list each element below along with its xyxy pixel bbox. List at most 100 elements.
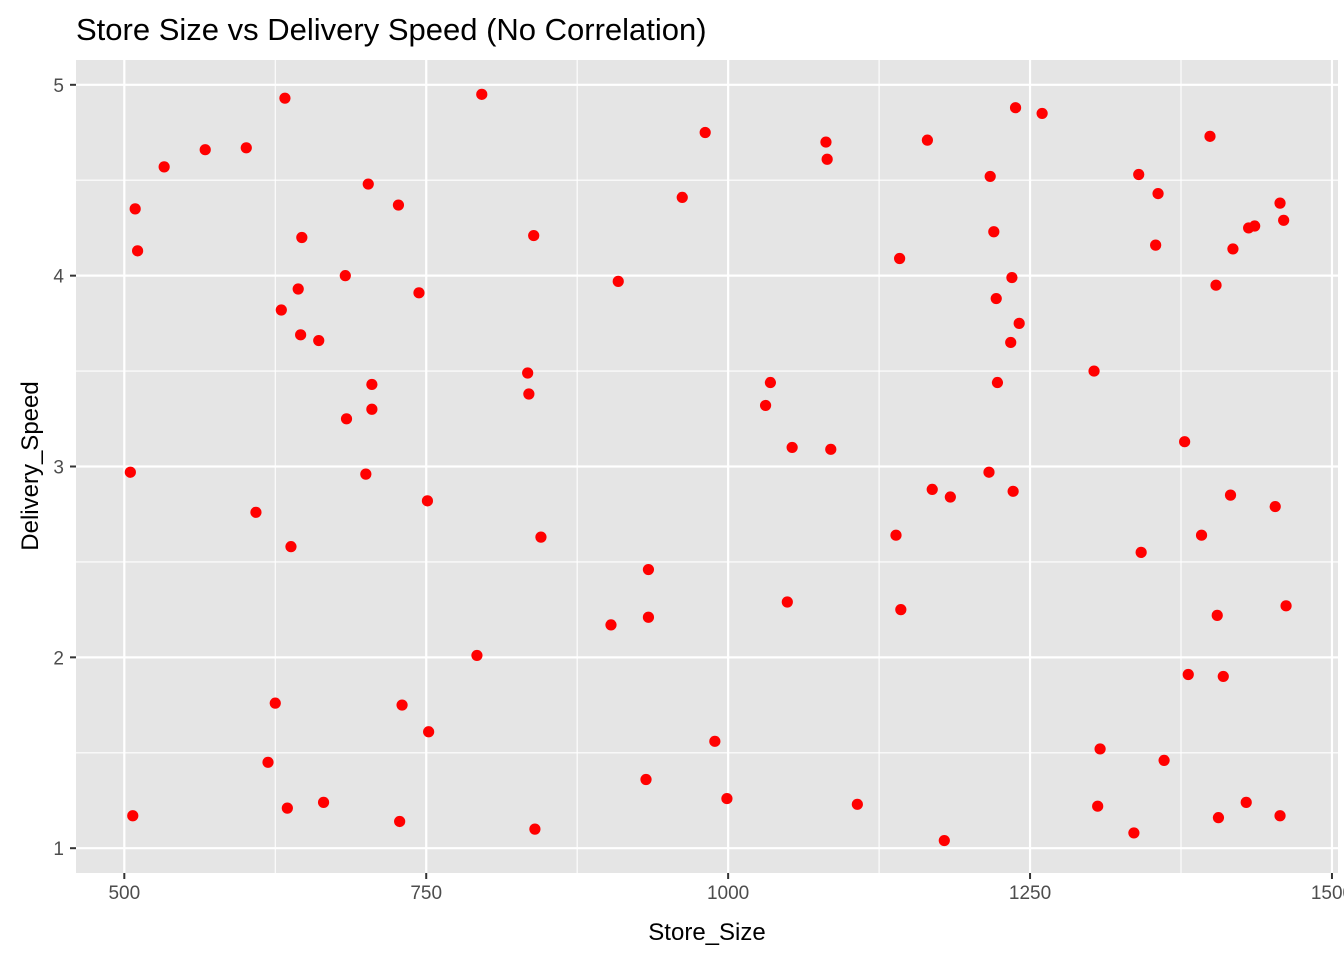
data-point xyxy=(1249,220,1261,232)
data-point xyxy=(1212,812,1225,824)
data-point xyxy=(781,596,793,608)
data-point xyxy=(1158,754,1170,767)
x-axis-ticks: 500 750 1000 1250 1500 xyxy=(108,873,1344,904)
data-point xyxy=(275,304,287,316)
data-point xyxy=(394,815,406,828)
data-point xyxy=(295,329,307,341)
data-point xyxy=(1150,239,1162,251)
data-point xyxy=(296,231,308,244)
data-point xyxy=(642,611,655,623)
data-point xyxy=(535,531,547,543)
data-point xyxy=(990,292,1002,305)
y-tick-label: 1 xyxy=(53,839,64,860)
y-tick-label: 5 xyxy=(53,76,64,97)
data-point xyxy=(366,378,378,391)
data-point xyxy=(825,443,837,455)
data-point xyxy=(890,529,902,541)
y-axis-title: Delivery_Speed xyxy=(17,381,44,550)
data-point xyxy=(938,834,950,847)
data-point xyxy=(240,142,252,154)
data-point xyxy=(1009,102,1022,114)
data-point xyxy=(786,441,798,454)
data-point xyxy=(1005,336,1017,349)
data-point xyxy=(392,199,405,211)
data-point xyxy=(262,756,274,768)
data-point xyxy=(360,468,372,480)
data-point xyxy=(759,399,772,412)
data-point xyxy=(471,649,483,662)
data-point xyxy=(1240,796,1252,808)
data-point xyxy=(528,229,540,242)
data-point xyxy=(292,283,304,295)
data-point xyxy=(821,153,833,165)
data-point xyxy=(988,226,1000,238)
y-tick-label: 2 xyxy=(53,648,64,669)
data-point xyxy=(764,376,777,389)
data-point xyxy=(926,483,938,496)
data-point xyxy=(983,466,995,478)
data-point xyxy=(339,270,351,282)
data-point xyxy=(612,275,624,287)
data-point xyxy=(1088,365,1100,377)
data-point xyxy=(340,413,353,425)
data-point xyxy=(1280,600,1292,612)
data-point xyxy=(1013,317,1025,329)
data-point xyxy=(279,92,291,104)
data-point xyxy=(127,810,139,822)
data-point xyxy=(851,798,863,810)
data-point xyxy=(721,792,733,805)
data-point xyxy=(1182,668,1194,681)
data-point xyxy=(605,619,617,631)
data-point xyxy=(1092,800,1104,812)
data-point xyxy=(1135,546,1147,558)
data-point xyxy=(640,773,652,786)
data-point xyxy=(991,376,1004,389)
data-points xyxy=(124,88,1292,847)
data-point xyxy=(529,823,541,835)
data-point xyxy=(269,697,281,709)
data-point xyxy=(129,203,141,215)
data-point xyxy=(199,144,211,156)
x-tick-label: 1500 xyxy=(1311,883,1344,904)
x-tick-label: 1250 xyxy=(1009,883,1051,904)
data-point xyxy=(1278,214,1290,226)
data-point xyxy=(699,126,711,139)
y-tick-label: 3 xyxy=(53,458,64,479)
x-axis-title: Store_Size xyxy=(648,919,765,946)
data-point xyxy=(1094,743,1106,755)
data-point xyxy=(1128,827,1140,839)
data-point xyxy=(1274,810,1286,822)
data-point xyxy=(522,367,534,379)
data-point xyxy=(1152,187,1164,200)
chart-title: Store Size vs Delivery Speed (No Correla… xyxy=(76,12,707,47)
data-point xyxy=(476,88,488,100)
grid-major xyxy=(76,60,1338,873)
data-point xyxy=(1224,489,1237,501)
data-point xyxy=(131,245,144,257)
x-tick-label: 1000 xyxy=(707,883,749,904)
data-point xyxy=(1036,107,1048,120)
data-point xyxy=(281,802,293,814)
data-point xyxy=(1007,485,1019,497)
data-point xyxy=(158,161,170,173)
data-point xyxy=(362,178,374,190)
data-point xyxy=(317,796,330,808)
x-tick-label: 500 xyxy=(108,883,140,904)
data-point xyxy=(820,136,832,148)
y-tick-label: 4 xyxy=(53,267,64,288)
data-point xyxy=(1274,197,1286,209)
data-point xyxy=(676,191,688,204)
data-point xyxy=(413,287,425,299)
data-point xyxy=(523,388,535,400)
data-point xyxy=(1133,168,1145,181)
data-point xyxy=(984,170,996,183)
data-point xyxy=(1210,279,1222,291)
y-axis-ticks: 1 2 3 4 5 xyxy=(53,76,76,860)
data-point xyxy=(366,403,378,415)
data-point xyxy=(944,491,956,503)
data-point xyxy=(1269,500,1281,513)
data-point xyxy=(1006,271,1018,284)
data-point xyxy=(894,252,906,265)
data-point xyxy=(921,134,933,146)
data-point xyxy=(895,604,907,616)
